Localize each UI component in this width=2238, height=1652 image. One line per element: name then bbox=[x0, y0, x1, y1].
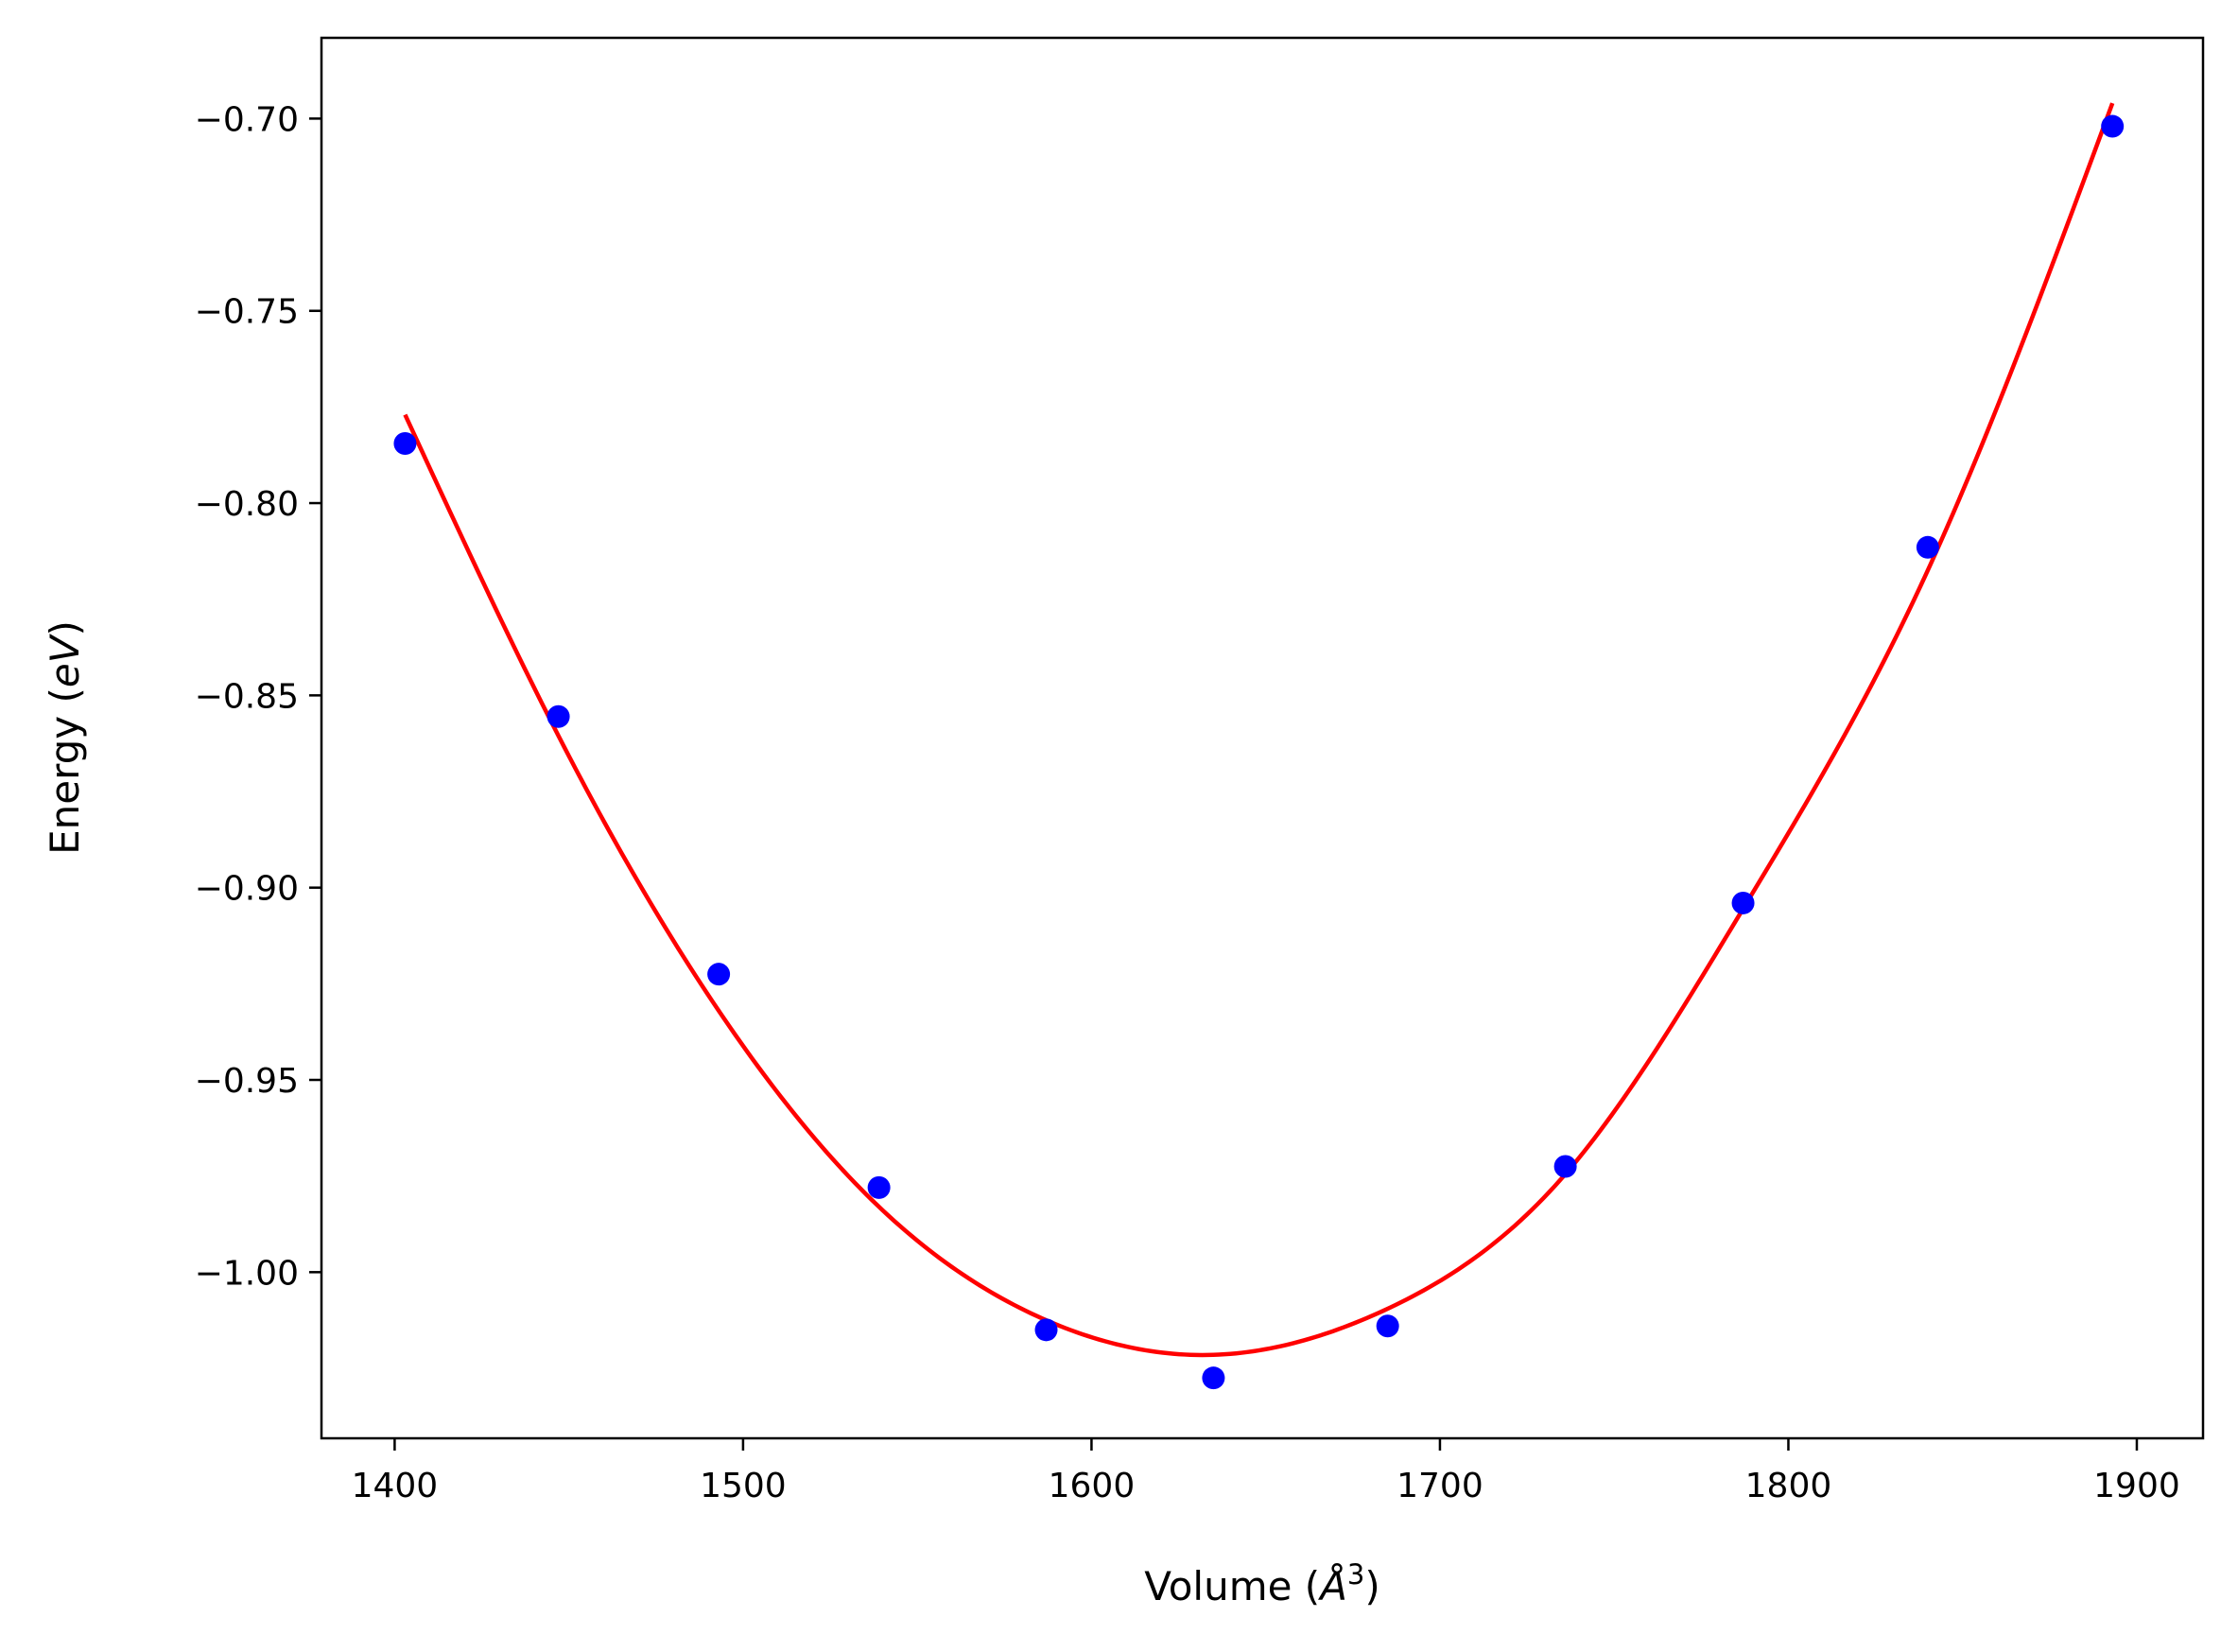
x-tick-label: 1600 bbox=[1049, 1467, 1136, 1505]
x-axis: 1400 1500 1600 1700 1800 1900 bbox=[352, 1438, 2180, 1505]
y-axis: −1.00 −0.95 −0.90 −0.85 −0.80 −0.75 −0.70 bbox=[195, 100, 321, 1293]
y-tick-label: −0.90 bbox=[195, 870, 299, 909]
data-point bbox=[707, 963, 731, 986]
x-tick-label: 1900 bbox=[2093, 1467, 2180, 1505]
x-axis-label: Volume (Å3) bbox=[1144, 1558, 1380, 1609]
y-tick-label: −0.75 bbox=[195, 293, 299, 332]
y-tick-label: −0.70 bbox=[195, 100, 299, 139]
y-tick-label: −0.85 bbox=[195, 677, 299, 716]
data-point bbox=[1376, 1314, 1399, 1338]
x-tick-label: 1400 bbox=[352, 1467, 439, 1505]
data-point bbox=[1731, 891, 1755, 914]
fit-layer bbox=[403, 102, 2115, 1358]
data-point bbox=[1553, 1155, 1577, 1178]
y-tick-label: −0.95 bbox=[195, 1062, 299, 1101]
x-tick-label: 1800 bbox=[1745, 1467, 1832, 1505]
y-axis-label: Energy (eV) bbox=[42, 620, 88, 855]
data-point bbox=[1202, 1366, 1225, 1390]
data-point bbox=[1916, 535, 1939, 559]
x-tick-label: 1700 bbox=[1397, 1467, 1483, 1505]
fit-curve-line bbox=[403, 102, 2115, 1358]
data-point bbox=[546, 704, 570, 728]
y-tick-label: −0.80 bbox=[195, 485, 299, 524]
y-tick-label: −1.00 bbox=[195, 1254, 299, 1293]
data-point bbox=[867, 1175, 891, 1199]
plot-frame bbox=[320, 36, 2205, 1440]
x-tick-label: 1500 bbox=[700, 1467, 787, 1505]
data-point bbox=[393, 432, 417, 456]
points-layer bbox=[393, 114, 2125, 1390]
data-point bbox=[1034, 1318, 1058, 1342]
data-point bbox=[2101, 114, 2125, 138]
